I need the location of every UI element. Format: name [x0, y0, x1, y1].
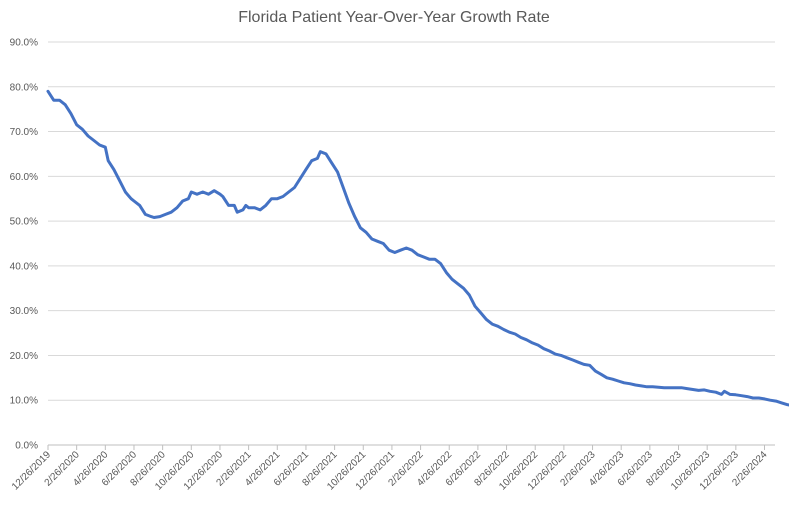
y-tick-label: 60.0%: [10, 172, 38, 183]
series-line: [46, 89, 789, 407]
y-tick-label: 30.0%: [10, 306, 38, 317]
gridlines: [48, 41, 775, 401]
chart-title: Florida Patient Year-Over-Year Growth Ra…: [238, 9, 550, 26]
y-tick-label: 50.0%: [10, 217, 38, 228]
y-tick-label: 40.0%: [10, 261, 38, 272]
y-tick-label: 0.0%: [15, 441, 38, 452]
x-axis-tick-labels: 12/26/20192/26/20204/26/20206/26/20208/2…: [10, 445, 770, 493]
y-tick-label: 10.0%: [10, 396, 38, 407]
y-tick-label: 20.0%: [10, 351, 38, 362]
y-tick-label: 70.0%: [10, 127, 38, 138]
y-tick-label: 80.0%: [10, 82, 38, 93]
y-axis-tick-labels: 0.0% 10.0% 20.0% 30.0% 40.0% 50.0% 60.0% 70.0% 8…: [10, 38, 38, 452]
y-tick-label: 90.0%: [10, 38, 38, 49]
